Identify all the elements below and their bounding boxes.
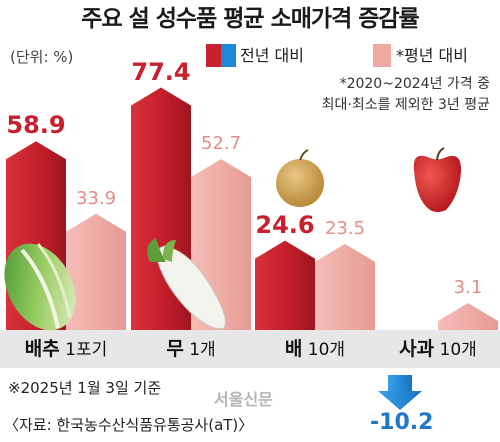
bar-avg-3 <box>438 303 498 330</box>
category-label-3: 사과 10개 <box>399 338 477 360</box>
bars-layer <box>6 87 498 330</box>
legend-label-avg: *평년 대비 <box>396 46 468 65</box>
legend <box>206 44 391 67</box>
value-label-avg-0: 33.9 <box>75 187 117 209</box>
bar-yoy-2 <box>255 240 315 330</box>
value-label-yoy-0: 58.9 <box>6 111 66 140</box>
value-label-yoy-1: 77.4 <box>131 57 191 86</box>
value-label-yoy-3: -10.2 <box>370 410 434 435</box>
unit-label: (단위: %) <box>10 48 74 66</box>
value-label-avg-2: 23.5 <box>324 217 366 239</box>
category-label-0: 배추 1포기 <box>24 338 108 360</box>
category-label-2: 배 10개 <box>284 338 346 360</box>
legend-swatch-red <box>206 44 221 67</box>
negative-arrow <box>378 375 422 410</box>
note-line-1: *2020~2024년 가격 중 <box>339 76 490 92</box>
value-label-avg-3: 3.1 <box>453 277 483 298</box>
pear-illustration <box>276 149 324 207</box>
value-label-avg-1: 52.7 <box>200 133 242 155</box>
bar-avg-2 <box>315 243 375 330</box>
legend-label-yoy: 전년 대비 <box>240 46 304 65</box>
watermark: 서울신문 <box>214 390 273 409</box>
source-note: 〈자료: 한국농수산식품유통공사(aT)〉 <box>4 416 254 434</box>
apple-illustration <box>413 147 462 212</box>
note-line-2: 최대·최소를 제외한 3년 평균 <box>321 97 490 113</box>
legend-swatch-blue <box>221 44 236 67</box>
legend-swatch-pink <box>373 44 391 67</box>
base-date-note: ※2025년 1월 3일 기준 <box>8 379 162 397</box>
category-strip <box>0 330 500 368</box>
category-label-1: 무 1개 <box>166 338 216 360</box>
radish-illustration <box>147 238 226 330</box>
chart-title: 주요 설 성수품 평균 소매가격 증감률 <box>81 6 419 32</box>
bar-avg-0 <box>66 213 126 330</box>
cabbage-illustration <box>4 243 76 331</box>
value-label-yoy-2: 24.6 <box>255 210 315 239</box>
